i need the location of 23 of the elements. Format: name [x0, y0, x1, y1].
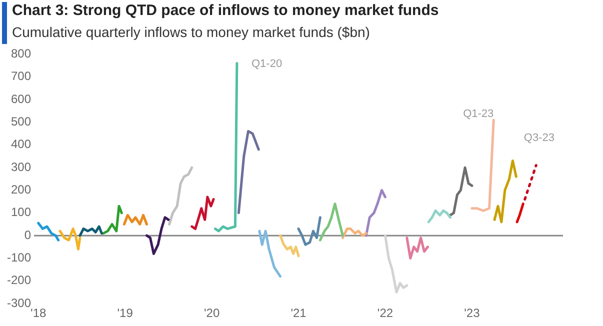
x-tick-label: '20 [204, 306, 220, 320]
y-tick-label: 200 [10, 182, 32, 197]
annotation: Q1-20 [251, 58, 282, 70]
y-tick-label: 100 [10, 205, 32, 220]
y-tick-label: -100 [6, 250, 32, 265]
x-tick-label: '23 [464, 306, 480, 320]
y-tick-label: 700 [10, 69, 32, 84]
x-tick-label: '18 [30, 306, 46, 320]
y-tick-label: 600 [10, 92, 32, 106]
y-tick-label: 500 [10, 114, 32, 129]
chart-title: Chart 3: Strong QTD pace of inflows to money market funds [12, 2, 439, 19]
annotation: Q1-23 [463, 108, 494, 120]
y-tick-label: 800 [10, 46, 32, 61]
y-tick-label: 0 [24, 228, 32, 242]
y-tick-label: 400 [10, 137, 32, 152]
y-tick-label: -200 [6, 273, 32, 288]
y-tick-label: 300 [10, 160, 32, 174]
annotation: Q3-23 [524, 132, 554, 144]
x-tick-label: '22 [377, 306, 394, 320]
chart-subtitle: Cumulative quarterly inflows to money market funds ($bn) [12, 24, 370, 40]
x-tick-label: '19 [117, 306, 134, 320]
y-tick-label: -300 [6, 296, 32, 310]
x-tick-label: '21 [290, 306, 307, 320]
